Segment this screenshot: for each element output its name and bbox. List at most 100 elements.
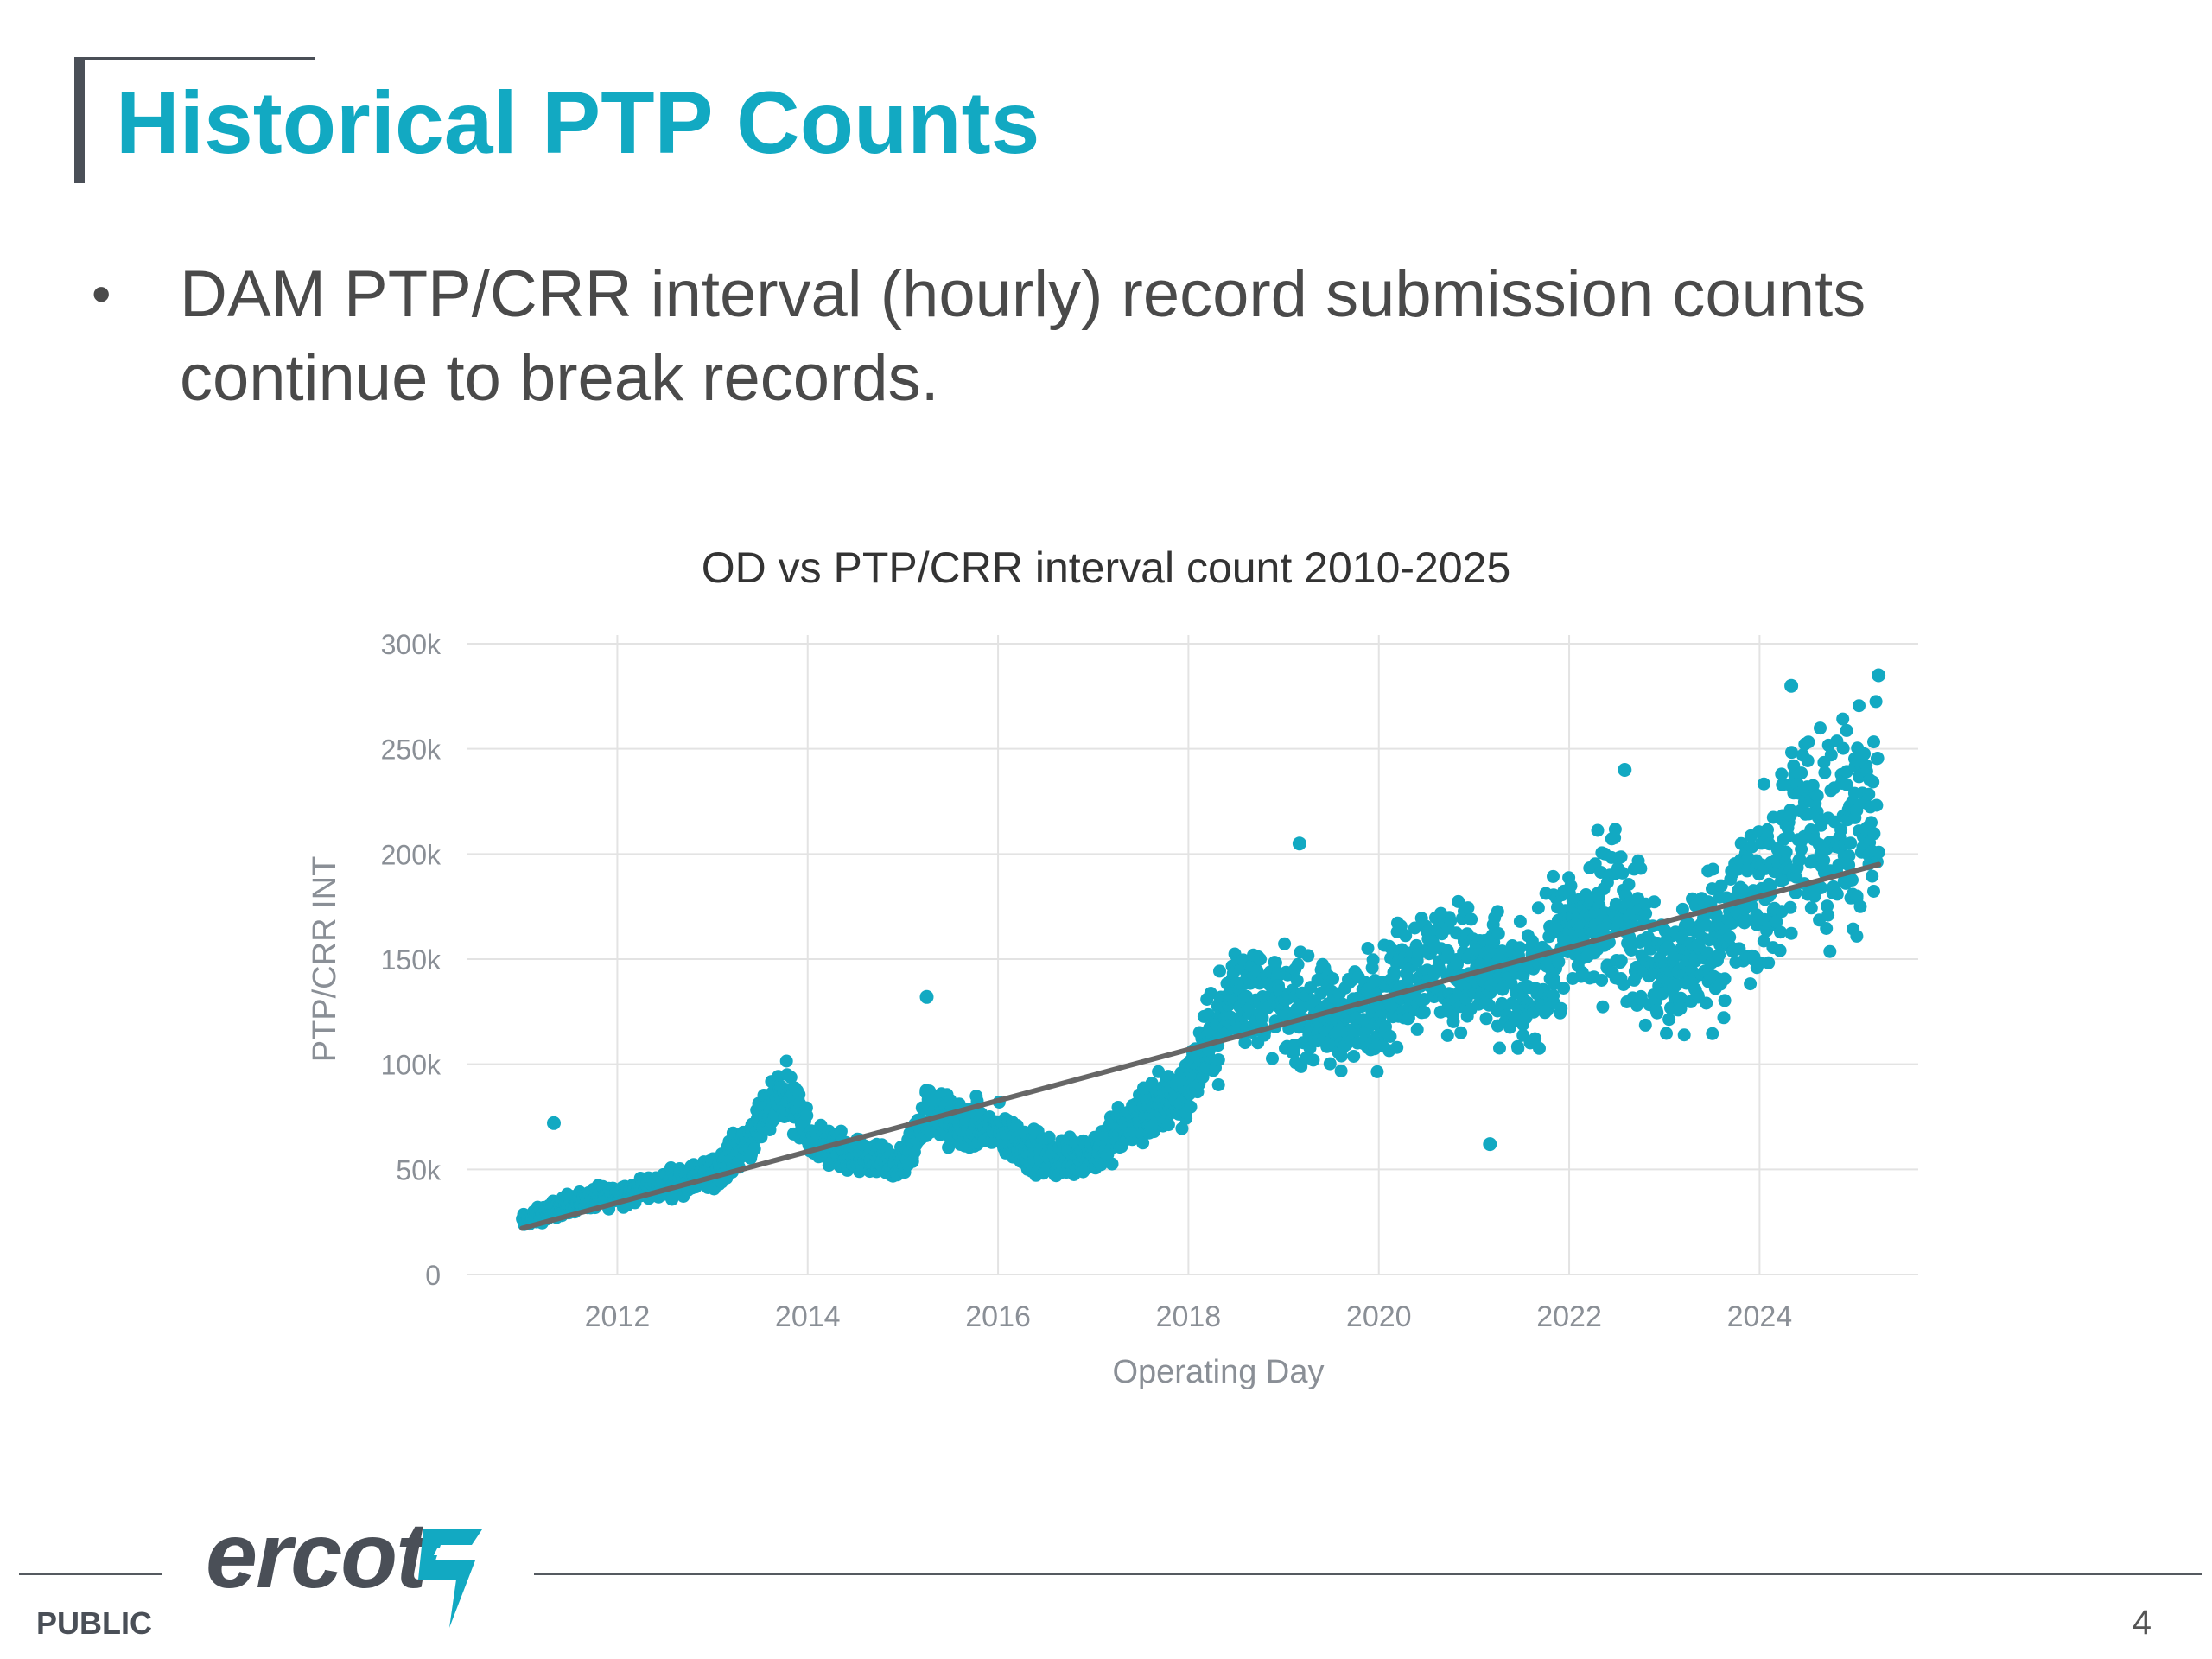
scatter-point [1622, 878, 1636, 891]
scatter-point [1547, 869, 1560, 883]
scatter-point [1677, 1028, 1691, 1042]
scatter-point [1830, 887, 1844, 901]
scatter-point [1850, 889, 1864, 903]
title-accent-rule [74, 57, 315, 60]
scatter-point [1510, 1039, 1524, 1053]
scatter-point [1802, 735, 1815, 749]
scatter-point [1387, 969, 1401, 982]
scatter-point [1608, 823, 1622, 836]
scatter-point [1370, 1065, 1384, 1078]
scatter-point [1278, 937, 1292, 950]
y-axis-label: PTP/CRR INT [307, 856, 343, 1063]
scatter-point [547, 1116, 561, 1130]
scatter-point [1761, 823, 1774, 836]
ercot-logo-text: ercot [206, 1503, 427, 1607]
scatter-point [1775, 767, 1789, 781]
scatter-point [1648, 895, 1661, 909]
footer-line-left [19, 1573, 162, 1575]
scatter-point [1347, 1050, 1361, 1063]
scatter-point [1531, 901, 1545, 915]
scatter-point [1266, 1052, 1279, 1065]
scatter-point [1700, 996, 1713, 1010]
y-tick-label: 0 [425, 1260, 441, 1291]
scatter-point [1552, 955, 1566, 969]
page-title: Historical PTP Counts [116, 73, 1040, 172]
scatter-point [1820, 922, 1834, 935]
scatter-point [1326, 972, 1339, 986]
scatter-point [1399, 929, 1413, 943]
x-axis-label: Operating Day [1112, 1354, 1324, 1390]
bullet-list: • DAM PTP/CRR interval (hourly) record s… [92, 252, 2079, 420]
scatter-point [1736, 882, 1750, 896]
y-tick-label: 300k [381, 629, 442, 660]
scatter-point [1867, 885, 1880, 898]
scatter-point [1706, 1027, 1719, 1040]
scatter-point [1611, 915, 1625, 928]
scatter-point [1871, 752, 1885, 765]
scatter-point [1734, 836, 1748, 850]
scatter-point [1823, 944, 1837, 958]
scatter-point [1334, 1064, 1348, 1077]
scatter-point [1840, 778, 1853, 791]
scatter-point [1366, 953, 1380, 967]
scatter-point [1161, 1118, 1175, 1132]
scatter-point [1479, 1012, 1493, 1026]
bullet-symbol: • [92, 263, 111, 325]
scatter-point [1718, 994, 1732, 1007]
scatter-point [822, 1159, 836, 1173]
scatter-point [1773, 944, 1787, 957]
scatter-point [1410, 1022, 1424, 1036]
scatter-point [1290, 974, 1304, 988]
scatter-point [1542, 930, 1556, 944]
scatter-point [1660, 1027, 1673, 1040]
scatter-point [1444, 914, 1458, 928]
scatter-point [1714, 879, 1728, 893]
scatter-point [1465, 912, 1478, 926]
scatter-point [1238, 1036, 1252, 1050]
scatter-point [1493, 1041, 1506, 1055]
scatter-point [1850, 929, 1864, 943]
y-tick-label: 50k [396, 1154, 442, 1185]
scatter-point [1529, 1032, 1542, 1046]
scatter-point [1862, 787, 1876, 801]
scatter-point [1042, 1130, 1056, 1144]
scatter-point [1804, 901, 1818, 915]
scatter-point [747, 1142, 761, 1156]
chart-title-wrap: OD vs PTP/CRR interval count 2010-2025 [0, 543, 2212, 593]
scatter-point [1824, 748, 1838, 762]
scatter-point [1616, 866, 1630, 880]
scatter-point [1744, 977, 1758, 991]
scatter-point [1452, 894, 1465, 908]
scatter-point [1136, 1136, 1150, 1150]
scatter-point [1865, 816, 1878, 830]
scatter-point [1402, 973, 1415, 987]
scatter-point [1784, 678, 1799, 693]
ercot-logo-icon [418, 1529, 482, 1628]
scatter-point [1867, 735, 1880, 749]
scatter-point [1814, 721, 1827, 735]
y-tick-label: 150k [381, 944, 442, 976]
scatter-point [1513, 941, 1527, 955]
scatter-point [779, 1054, 793, 1068]
scatter-point [800, 1109, 814, 1122]
scatter-point [919, 989, 934, 1004]
scatter-point [1461, 901, 1475, 915]
scatter-point [1784, 926, 1798, 940]
y-tick-label: 100k [381, 1050, 442, 1081]
scatter-point [1853, 699, 1866, 713]
scatter-point [1834, 823, 1848, 836]
scatter-point [1184, 1100, 1198, 1114]
scatter-point [1268, 956, 1282, 969]
chart-title: OD vs PTP/CRR interval count 2010-2025 [701, 543, 1511, 592]
scatter-point [1614, 954, 1628, 968]
scatter-point [1810, 789, 1824, 803]
scatter-point [1740, 913, 1754, 927]
x-tick-label: 2014 [775, 1300, 841, 1333]
footer-classification: PUBLIC [36, 1605, 152, 1641]
scatter-point [1842, 849, 1856, 862]
scatter-point [1691, 988, 1705, 1002]
scatter-point [1790, 777, 1804, 791]
scatter-point [1591, 823, 1605, 837]
scatter-point [1323, 1057, 1337, 1071]
